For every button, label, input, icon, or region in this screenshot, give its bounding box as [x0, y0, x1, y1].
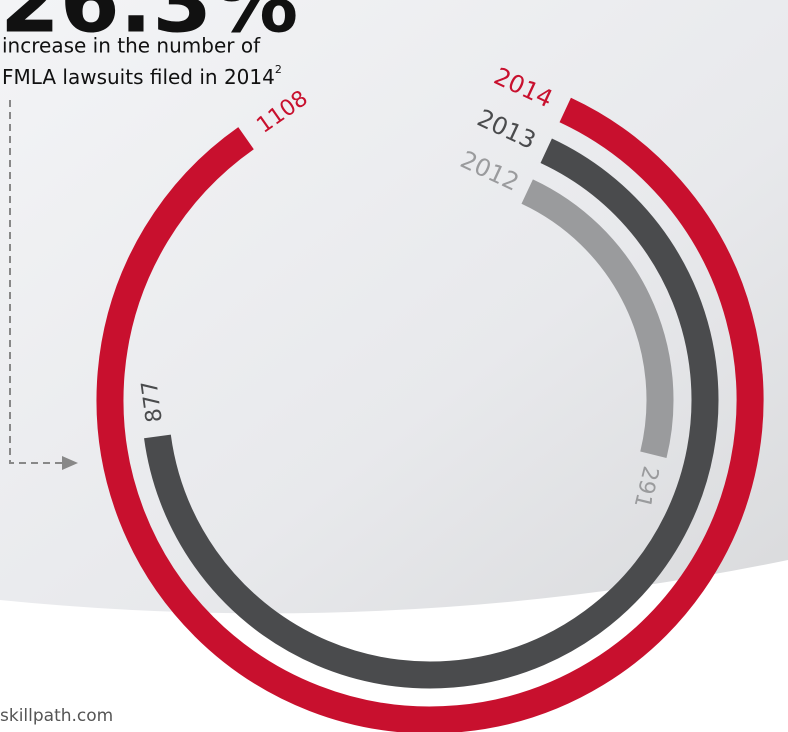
footer: skillpath.com	[0, 706, 113, 726]
subtitle: FMLA lawsuits filed in 20142	[2, 63, 282, 89]
subtitle: increase in the number of	[2, 34, 261, 58]
subtitle-line: FMLA lawsuits filed in 2014	[2, 65, 275, 89]
footnote-marker: 2	[275, 63, 282, 76]
infographic: 26.3% increase in the number of FMLA law…	[0, 0, 788, 732]
